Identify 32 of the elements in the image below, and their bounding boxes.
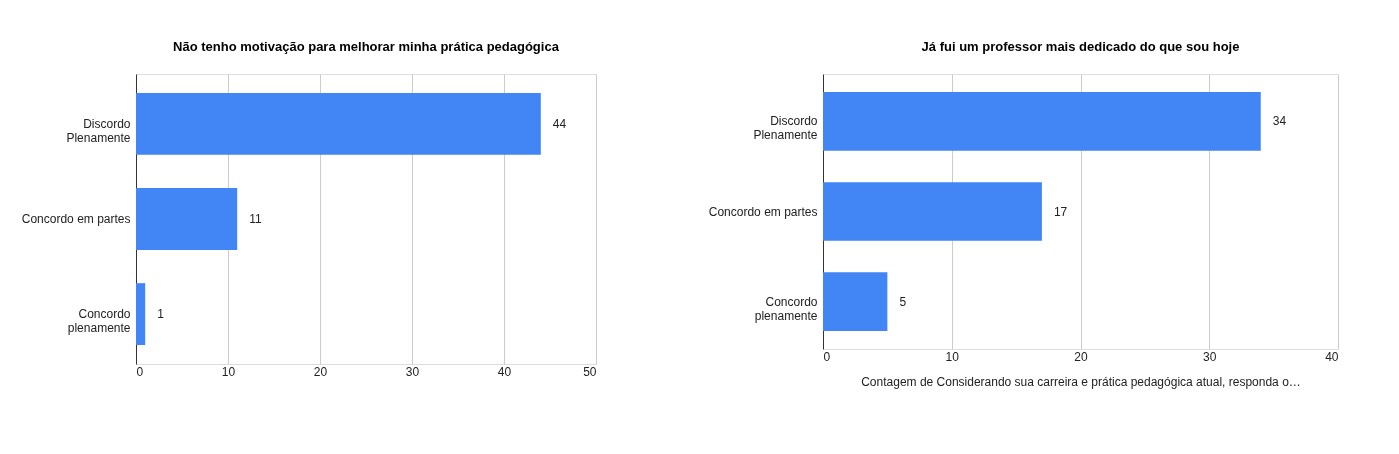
- x-axis-title: Contagem de Considerando sua carreira e prática pedagógica atual, responda o…: [861, 374, 1301, 389]
- x-tick-label: 10: [945, 349, 960, 364]
- bar: [136, 93, 541, 155]
- y-tick-label: Discordo Plenamente: [66, 116, 131, 145]
- chart-title: Não tenho motivação para melhorar minha prática pedagógica: [173, 39, 560, 54]
- x-tick-label: 40: [1325, 349, 1339, 364]
- x-tick-label: 20: [1074, 349, 1088, 364]
- x-tick-label: 30: [405, 364, 420, 379]
- data-label: 34: [1272, 114, 1287, 129]
- bar: [823, 272, 888, 331]
- y-tick-label: Concordo em partes: [708, 204, 818, 219]
- bar: [136, 188, 238, 250]
- data-label: 5: [899, 294, 907, 309]
- bar: [136, 283, 146, 345]
- data-label: 11: [249, 212, 262, 226]
- bar: [823, 92, 1261, 151]
- y-tick-label: Concordo plenamente: [67, 307, 131, 336]
- x-tick-label: 10: [221, 364, 236, 379]
- x-tick-label: 0: [823, 349, 831, 364]
- data-label: 44: [552, 116, 567, 131]
- y-tick-label: Discordo Plenamente: [753, 114, 818, 143]
- x-tick-label: 20: [313, 364, 328, 379]
- x-tick-label: 40: [497, 364, 512, 379]
- bar: [823, 182, 1042, 241]
- x-tick-label: 0: [136, 364, 144, 379]
- y-tick-label: Concordo em partes: [21, 212, 131, 226]
- y-tick-label: Concordo plenamente: [754, 294, 818, 323]
- x-tick-label: 30: [1203, 349, 1217, 364]
- data-label: 17: [1053, 204, 1068, 219]
- chart-title: Já fui um professor mais dedicado do que sou hoje: [921, 39, 1240, 54]
- x-tick-label: 50: [583, 364, 597, 379]
- data-label: 1: [157, 307, 165, 322]
